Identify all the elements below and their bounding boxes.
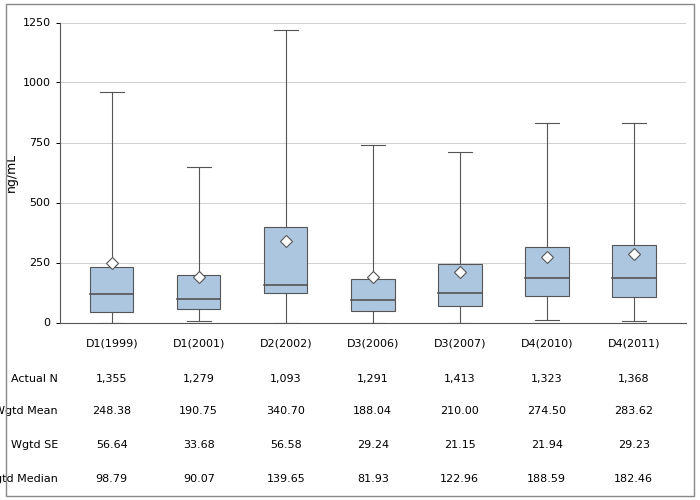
Text: 21.94: 21.94 — [531, 440, 563, 450]
Text: D2(2002): D2(2002) — [260, 339, 312, 349]
Text: 210.00: 210.00 — [440, 406, 479, 416]
Text: D1(2001): D1(2001) — [172, 339, 225, 349]
Y-axis label: ng/mL: ng/mL — [5, 153, 18, 192]
Text: 248.38: 248.38 — [92, 406, 132, 416]
Text: 21.15: 21.15 — [444, 440, 475, 450]
Text: 81.93: 81.93 — [357, 474, 388, 484]
Text: D3(2006): D3(2006) — [346, 339, 399, 349]
Text: 1,291: 1,291 — [357, 374, 388, 384]
Text: 1,368: 1,368 — [618, 374, 650, 384]
Text: 188.04: 188.04 — [354, 406, 392, 416]
Text: D4(2010): D4(2010) — [521, 339, 573, 349]
Text: 29.23: 29.23 — [618, 440, 650, 450]
Bar — [177, 274, 220, 310]
Bar — [612, 244, 655, 298]
Text: 1,323: 1,323 — [531, 374, 563, 384]
Text: 190.75: 190.75 — [179, 406, 218, 416]
Text: 1,279: 1,279 — [183, 374, 215, 384]
Text: D1(1999): D1(1999) — [85, 339, 138, 349]
Text: 188.59: 188.59 — [527, 474, 566, 484]
Text: 1,093: 1,093 — [270, 374, 302, 384]
Text: 122.96: 122.96 — [440, 474, 480, 484]
Text: 139.65: 139.65 — [267, 474, 305, 484]
Bar — [90, 268, 134, 312]
Text: 182.46: 182.46 — [615, 474, 653, 484]
Text: Actual N: Actual N — [11, 374, 58, 384]
Text: Wgtd Mean: Wgtd Mean — [0, 406, 58, 416]
Text: Wgtd Median: Wgtd Median — [0, 474, 58, 484]
Text: 274.50: 274.50 — [527, 406, 566, 416]
Text: 1,413: 1,413 — [444, 374, 475, 384]
Bar — [264, 226, 307, 292]
Text: 340.70: 340.70 — [266, 406, 305, 416]
Text: 56.64: 56.64 — [96, 440, 127, 450]
Text: Wgtd SE: Wgtd SE — [10, 440, 58, 450]
Text: D4(2011): D4(2011) — [608, 339, 660, 349]
Text: 90.07: 90.07 — [183, 474, 215, 484]
Text: 56.58: 56.58 — [270, 440, 302, 450]
Text: 29.24: 29.24 — [357, 440, 388, 450]
Bar — [525, 247, 568, 296]
Text: 1,355: 1,355 — [96, 374, 127, 384]
Text: D3(2007): D3(2007) — [433, 339, 486, 349]
Text: 283.62: 283.62 — [615, 406, 653, 416]
Text: 33.68: 33.68 — [183, 440, 215, 450]
Bar — [438, 264, 482, 306]
Bar — [351, 280, 395, 311]
Text: 98.79: 98.79 — [96, 474, 128, 484]
